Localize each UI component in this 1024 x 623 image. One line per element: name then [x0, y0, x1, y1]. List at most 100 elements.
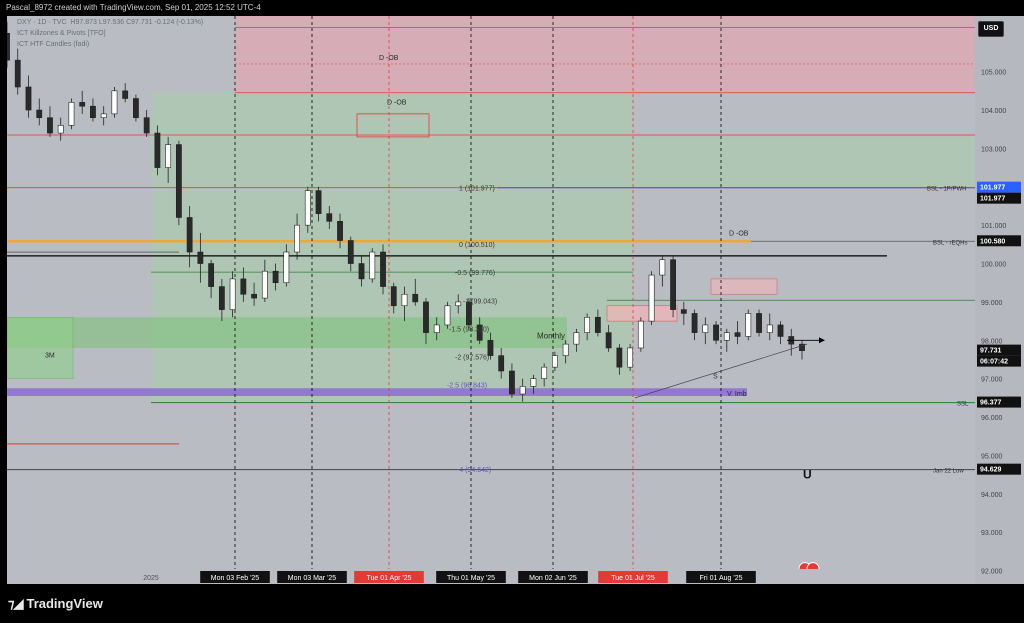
price-tick: 99.000	[981, 300, 1003, 307]
price-badge	[977, 355, 1021, 367]
candle-body	[47, 117, 53, 134]
three-month-zone	[7, 316, 74, 379]
candle-body	[777, 324, 784, 337]
candle-body	[154, 132, 161, 168]
chart-area[interactable]: 1 (101.977) 0 (100.510) -0.5 (99.776) -1 (9…	[7, 16, 975, 584]
price-badge-label: 97.731	[980, 348, 1002, 355]
candle-body	[186, 217, 193, 253]
monthly-fvg-zone	[7, 317, 567, 348]
price-tick: 103.000	[981, 146, 1006, 153]
candle-body	[304, 190, 311, 226]
time-label: Mon 03 Feb '25	[211, 575, 260, 582]
candle-body	[100, 113, 107, 119]
supply-box-1	[606, 305, 678, 322]
level-label: BSL - 1P/PWH	[927, 187, 966, 193]
price-tick: 94.000	[981, 492, 1003, 499]
volume-imbalance-zone	[7, 388, 747, 396]
candle-body	[552, 355, 558, 368]
fib-label: 1 (101.977)	[459, 186, 495, 193]
price-axis[interactable]: 105.000104.000103.000102.000101.000100.0…	[975, 16, 1024, 584]
price-tick: 95.000	[981, 453, 1003, 460]
time-label: Tue 01 Jul '25	[611, 575, 655, 582]
price-badge	[977, 344, 1021, 356]
candle-body	[251, 293, 257, 299]
supply-box-2	[710, 278, 778, 295]
price-badge	[977, 235, 1021, 247]
candle-body	[691, 313, 698, 333]
candle-body	[616, 347, 623, 368]
price-badge-label: 101.977	[980, 196, 1005, 203]
candle-body	[723, 332, 730, 341]
price-tick: 97.000	[981, 377, 1003, 384]
time-label: Thu 01 May '25	[447, 575, 495, 582]
candle-body	[283, 251, 290, 284]
candle-body	[423, 301, 429, 333]
candle-body	[90, 105, 96, 119]
price-badge-label: 96.377	[980, 400, 1002, 407]
candle-body	[326, 213, 333, 222]
candle-body	[702, 324, 709, 333]
candle-body	[272, 270, 279, 284]
candle-body	[401, 293, 408, 307]
candle-body	[745, 313, 752, 337]
candle-body	[412, 293, 419, 303]
candle-body	[799, 343, 805, 351]
candle-body	[369, 251, 376, 280]
candle-body	[240, 278, 247, 295]
candle-body	[466, 301, 472, 326]
currency-button[interactable]: USD	[978, 21, 1004, 37]
legend-symbol-line: DXY · 1D · TVC	[17, 19, 67, 26]
price-badge-label: 101.977	[980, 185, 1005, 192]
magnet-icon: U	[803, 467, 812, 481]
time-label-bg	[686, 571, 756, 583]
annotation: Monthly	[537, 331, 565, 340]
candle-body	[25, 86, 32, 111]
legend-symbol[interactable]: DXY · 1D · TVC H97.873 L97.536 C97.731 -…	[17, 19, 203, 26]
price-tick: 100.000	[981, 262, 1006, 269]
time-label-bg	[354, 571, 424, 583]
green-zone-right	[633, 136, 975, 188]
candle-body	[337, 221, 343, 241]
candle-body	[294, 224, 300, 253]
candle-body	[573, 332, 580, 345]
candle-body	[347, 240, 354, 264]
candle-body	[519, 386, 526, 395]
fib-label: -0.5 (99.776)	[455, 270, 495, 277]
time-label-bg	[436, 571, 506, 583]
legend-indicator-1[interactable]: ICT Killzones & Pivots [TFO]	[17, 30, 106, 37]
price-tick: 96.000	[981, 415, 1003, 422]
candle-body	[476, 324, 483, 341]
fib-label: -2 (97.576)	[455, 355, 489, 362]
annotation: D -OB	[729, 231, 749, 238]
candle-body	[541, 366, 548, 379]
discount-zone-green	[151, 92, 633, 404]
candle-body	[261, 270, 268, 299]
candle-body	[444, 305, 451, 326]
candle-body	[562, 343, 569, 356]
candle-body	[14, 59, 21, 88]
candle-body	[57, 125, 64, 134]
annotation: V. Imb	[727, 391, 747, 398]
candle-body	[358, 263, 365, 280]
price-badge-label: 06:07:42	[980, 359, 1008, 366]
candle-body	[218, 286, 225, 310]
price-chart[interactable]: 1 (101.977) 0 (100.510) -0.5 (99.776) -1 (9…	[7, 16, 975, 584]
fib-label: -1 (99.043)	[463, 298, 497, 305]
candle-body	[197, 251, 204, 264]
candle-body	[670, 259, 676, 310]
candle-body	[659, 259, 666, 276]
level-label: BSL - rEQHs	[933, 240, 967, 246]
candle-body	[756, 313, 762, 333]
legend-indicator-2[interactable]: ICT HTF Candles (fadi)	[17, 41, 90, 48]
chart-caption: Pascal_8972 created with TradingView.com…	[6, 3, 261, 12]
price-badge	[977, 192, 1021, 204]
candle-body	[766, 324, 773, 333]
candle-body	[509, 370, 515, 395]
candle-body	[637, 320, 644, 349]
candle-body	[433, 324, 440, 333]
candle-body	[380, 251, 386, 287]
candle-body	[605, 332, 612, 349]
candle-body	[648, 274, 655, 322]
candle-body	[594, 316, 601, 333]
time-label: Tue 01 Apr '25	[366, 575, 411, 582]
